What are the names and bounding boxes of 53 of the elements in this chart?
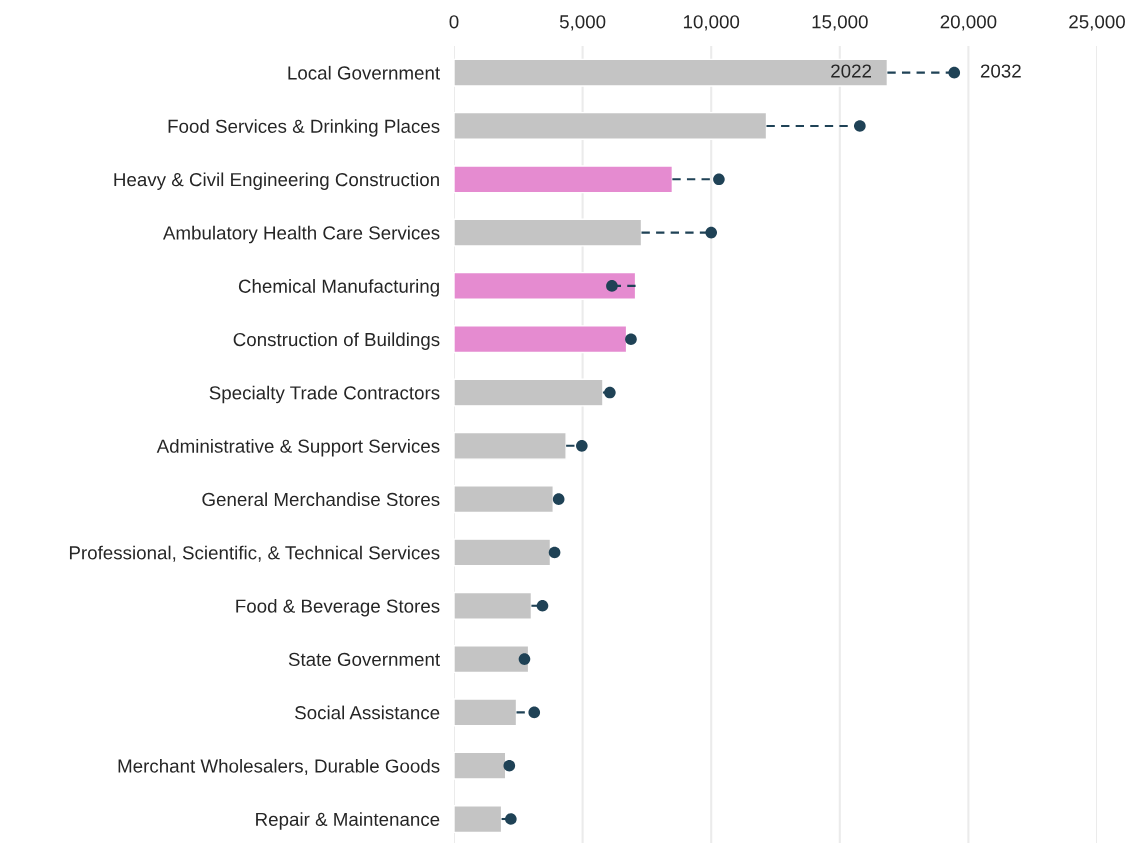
x-tick-label: 25,000	[1069, 15, 1125, 31]
bar	[454, 431, 567, 460]
x-tick-label: 0	[449, 15, 459, 29]
point	[528, 706, 541, 719]
bar	[454, 804, 503, 834]
point	[606, 280, 618, 292]
y-tick-label: Administrative & Support Services	[156, 439, 440, 457]
y-tick-label: Professional, Scientific, & Technical Services	[69, 545, 440, 562]
y-tick-label: General Merchandise Stores	[202, 492, 440, 507]
point	[536, 599, 549, 612]
y-tick-label: Local Government	[288, 65, 440, 80]
x-tick-label: 5,000	[559, 15, 606, 31]
x-tick-label: 15,000	[812, 15, 868, 31]
bar	[454, 58, 889, 87]
bar	[454, 325, 628, 354]
x-tick-label: 10,000	[683, 15, 740, 31]
point	[576, 440, 588, 452]
bar	[454, 378, 604, 407]
point	[705, 226, 718, 239]
legend-label: 2032	[980, 64, 1021, 78]
point	[604, 386, 616, 399]
y-tick-label: Food & Beverage Stores	[236, 598, 440, 617]
point	[854, 120, 866, 132]
point	[713, 173, 725, 186]
bar	[454, 165, 674, 194]
bar	[454, 485, 554, 514]
bar	[454, 591, 533, 620]
point	[503, 759, 516, 772]
bar	[454, 698, 518, 727]
point	[948, 66, 961, 79]
bar	[454, 645, 530, 674]
bar	[454, 218, 643, 247]
bar	[454, 111, 768, 140]
point	[505, 813, 517, 825]
bar	[454, 538, 552, 567]
y-tick-label: Construction of Buildings	[233, 332, 440, 350]
bar	[454, 271, 637, 300]
series-label: 2022	[831, 64, 872, 78]
x-tick-label: 20,000	[940, 15, 997, 31]
y-tick-label: State Government	[288, 652, 440, 667]
y-tick-label: Food Services & Drinking Places	[168, 119, 440, 137]
y-tick-label: Specialty Trade Contractors	[209, 385, 440, 404]
bar	[454, 751, 507, 780]
point	[625, 333, 637, 346]
y-tick-label: Heavy & Civil Engineering Construction	[114, 172, 439, 190]
point	[518, 653, 531, 665]
point	[552, 493, 565, 505]
y-tick-label: Repair & Maintenance	[256, 812, 440, 830]
y-tick-label: Ambulatory Health Care Services	[162, 225, 440, 244]
y-tick-label: Social Assistance	[295, 705, 440, 720]
y-tick-label: Merchant Wholesalers, Durable Goods	[118, 758, 440, 775]
y-tick-label: Chemical Manufacturing	[238, 279, 439, 297]
point	[548, 546, 561, 559]
